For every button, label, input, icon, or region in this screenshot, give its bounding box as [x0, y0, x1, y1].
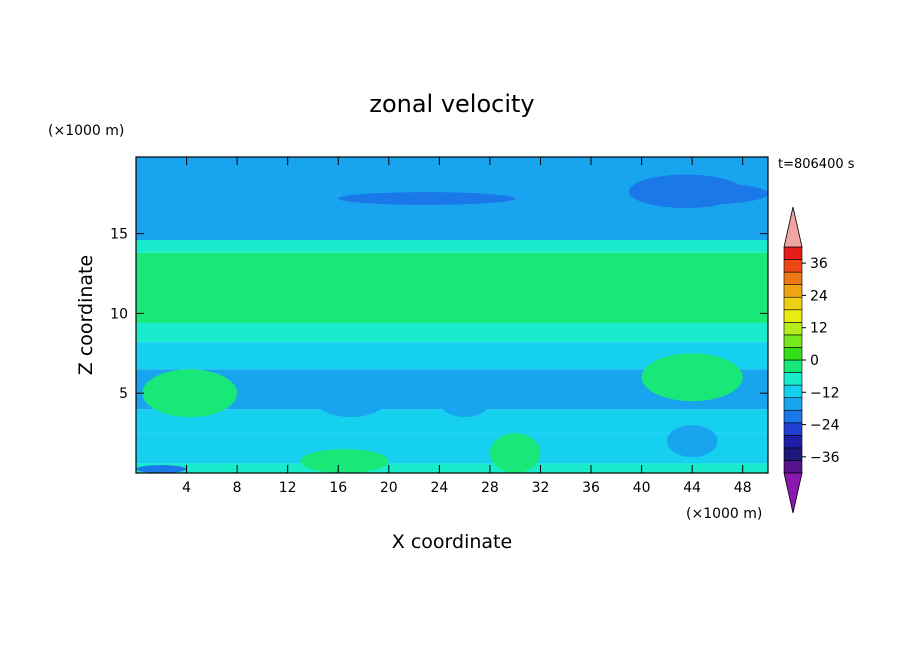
y-unit-label: (×1000 m)	[48, 123, 124, 139]
colorbar-tick-label: 24	[810, 288, 828, 304]
contour-field	[136, 157, 768, 473]
y-tick-label: 10	[110, 306, 128, 322]
x-tick-label: 12	[279, 480, 297, 496]
colorbar-swatch	[783, 409, 803, 424]
colorbar-tick-label: −12	[810, 385, 840, 401]
colorbar-tick-label: −36	[810, 450, 840, 466]
contour-band	[136, 252, 768, 290]
contour-feature	[300, 449, 389, 473]
contour-band	[136, 433, 768, 464]
contour-feature	[692, 262, 768, 282]
contour-band	[136, 322, 768, 343]
colorbar-swatch	[783, 322, 803, 336]
colorbar-swatch	[783, 284, 803, 298]
contour-band	[136, 289, 768, 323]
contour-band	[136, 239, 768, 253]
contour-feature	[641, 353, 743, 402]
y-tick-label: 5	[119, 386, 128, 402]
colorbar-swatch	[783, 334, 803, 348]
colorbar-tick-label: −24	[810, 418, 840, 434]
colorbar-swatch	[783, 309, 803, 323]
time-label: t=806400 s	[778, 157, 855, 172]
colorbar-swatch	[783, 359, 803, 373]
contour-feature	[338, 192, 516, 205]
y-tick-label: 15	[110, 227, 128, 243]
contour-band	[136, 409, 768, 434]
colorbar-swatch	[783, 460, 803, 474]
x-tick-label: 28	[481, 480, 499, 496]
x-tick-label: 32	[532, 480, 550, 496]
y-axis-label: Z coordinate	[75, 255, 97, 375]
contour-band	[136, 463, 768, 473]
x-tick-label: 40	[633, 480, 651, 496]
colorbar-swatch	[783, 296, 803, 311]
x-unit-label: (×1000 m)	[686, 506, 762, 522]
contour-feature	[666, 425, 718, 458]
colorbar-swatch	[783, 347, 803, 361]
x-tick-label: 20	[380, 480, 398, 496]
colorbar-tick-label: 36	[810, 256, 828, 272]
colorbar-swatch	[783, 397, 803, 411]
x-tick-label: 8	[233, 480, 242, 496]
x-axis-label: X coordinate	[392, 531, 512, 553]
contour-feature	[136, 257, 200, 282]
contour-feature	[142, 369, 238, 418]
contour-feature	[136, 465, 187, 473]
chart-title: zonal velocity	[369, 90, 534, 118]
x-tick-label: 44	[683, 480, 701, 496]
colorbar-swatch	[783, 435, 803, 449]
colorbar-swatch	[783, 447, 803, 461]
x-tick-label: 4	[182, 480, 191, 496]
colorbar-swatch	[783, 246, 803, 260]
colorbar-tick-label: 0	[810, 353, 819, 369]
colorbar-swatch	[783, 372, 803, 386]
colorbar-swatch	[783, 422, 803, 436]
colorbar-under-arrow	[783, 472, 803, 514]
x-tick-label: 48	[734, 480, 752, 496]
contour-feature	[628, 182, 768, 205]
colorbar-swatch	[783, 271, 803, 285]
x-tick-label: 36	[582, 480, 600, 496]
colorbar-over-arrow	[783, 206, 803, 248]
colorbar-tick-label: 12	[810, 321, 828, 337]
x-tick-label: 16	[329, 480, 347, 496]
contour-feature	[489, 433, 541, 473]
contour-feature	[312, 377, 389, 418]
colorbar-swatch	[783, 384, 803, 398]
colorbar-swatch	[783, 259, 803, 273]
colorbar: 36 24 12 0 −12 −24 −36	[783, 206, 840, 514]
x-tick-label: 24	[430, 480, 448, 496]
plot-frame	[135, 156, 769, 474]
contour-feature	[439, 385, 490, 418]
